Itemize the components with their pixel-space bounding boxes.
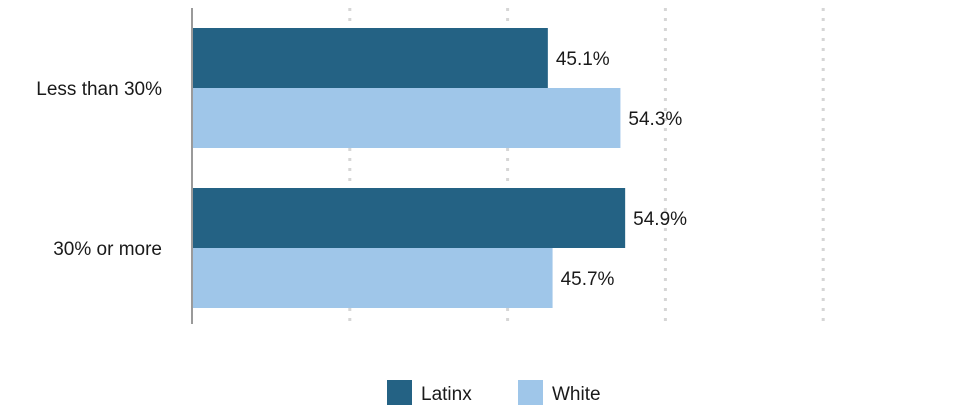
- bar-latinx-1: [192, 28, 548, 88]
- data-label-latinx-1: 45.1%: [556, 49, 610, 70]
- legend-swatch-white: [518, 380, 543, 405]
- data-label-white-2: 45.7%: [561, 269, 615, 290]
- category-label-2: 30% or more: [53, 239, 162, 260]
- category-label-1: Less than 30%: [36, 79, 162, 100]
- legend-label-latinx: Latinx: [421, 384, 472, 405]
- bar-white-1: [192, 88, 621, 148]
- data-label-white-1: 54.3%: [628, 109, 682, 130]
- bar-white-2: [192, 248, 553, 308]
- legend-label-white: White: [552, 384, 601, 405]
- bar-latinx-2: [192, 188, 626, 248]
- data-label-latinx-2: 54.9%: [633, 209, 687, 230]
- legend-swatch-latinx: [387, 380, 412, 405]
